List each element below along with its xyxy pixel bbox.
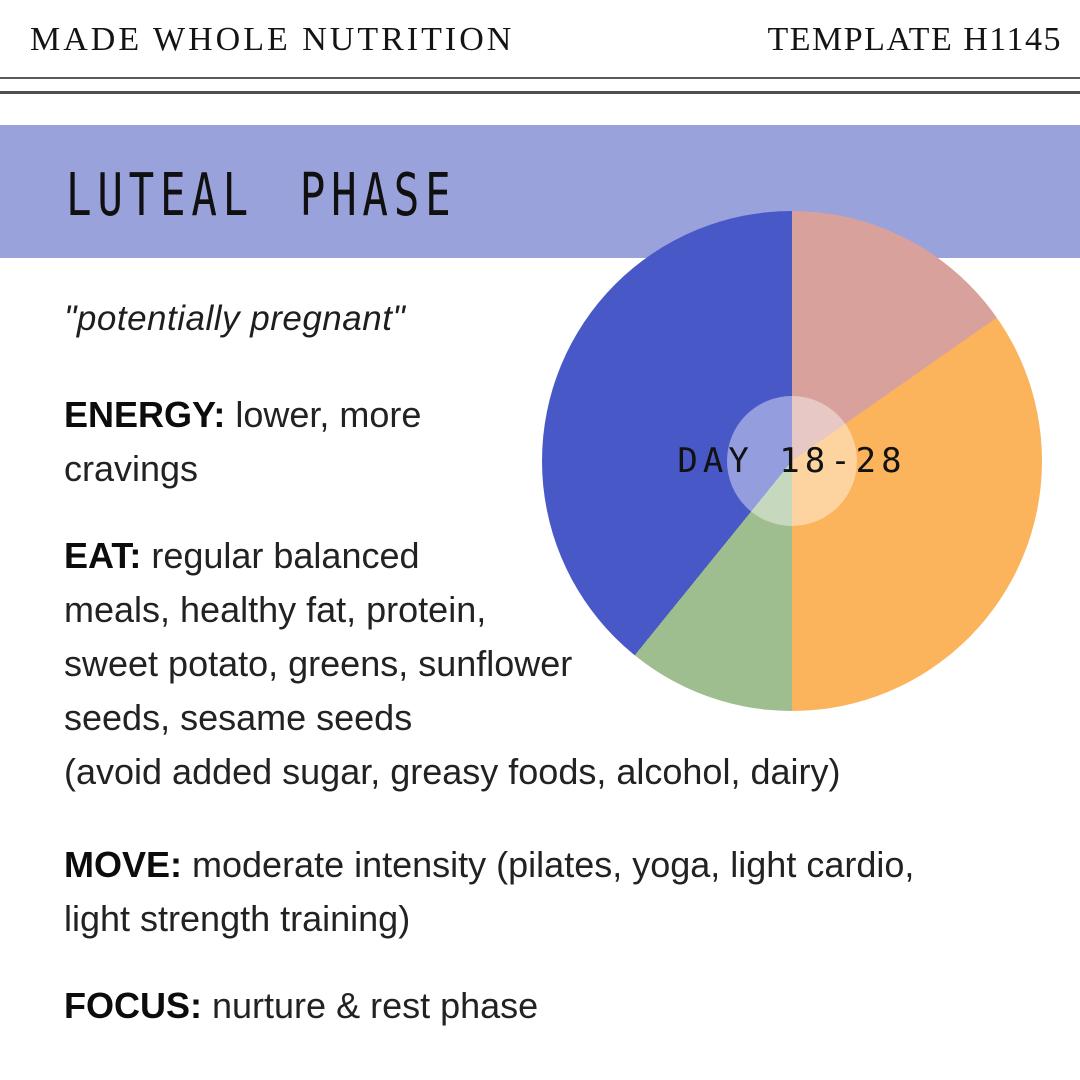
focus-line-1: FOCUS: nurture & rest phase (64, 979, 538, 1033)
quote-text: "potentially pregnant" (64, 299, 406, 338)
energy-text-2: cravings (64, 448, 199, 489)
eat-text-4: seeds, sesame seeds (64, 697, 413, 738)
template-code: TEMPLATE H1145 (767, 21, 1062, 58)
move-text-1: moderate intensity (pilates, yoga, light… (192, 844, 915, 885)
eat-text-5: (avoid added sugar, greasy foods, alcoho… (64, 751, 841, 792)
section-energy: ENERGY: lower, more cravings (64, 388, 421, 496)
eat-text-3: sweet potato, greens, sunflower (64, 643, 573, 684)
page-title: LUTEAL PHASE (66, 160, 457, 229)
divider-line-top (0, 77, 1080, 79)
energy-text-1: lower, more (235, 394, 422, 435)
pie-center-overlay (727, 396, 857, 526)
section-move: MOVE: moderate intensity (pilates, yoga, … (64, 838, 914, 946)
eat-text-1: regular balanced (151, 535, 420, 576)
day-range-label: DAY 18-28 (677, 441, 907, 481)
move-label: MOVE: (64, 844, 183, 885)
move-line-1: MOVE: moderate intensity (pilates, yoga, … (64, 838, 914, 892)
focus-text-1: nurture & rest phase (212, 985, 539, 1026)
section-eat: EAT: regular balanced meals, healthy fat,… (64, 529, 840, 799)
pie-chart: DAY 18-28 (542, 211, 1042, 711)
focus-label: FOCUS: (64, 985, 202, 1026)
energy-line-1: ENERGY: lower, more (64, 388, 421, 442)
eat-text-2: meals, healthy fat, protein, (64, 589, 487, 630)
energy-label: ENERGY: (64, 394, 226, 435)
divider-line-bottom (0, 91, 1080, 94)
section-focus: FOCUS: nurture & rest phase (64, 979, 538, 1033)
eat-line-1: EAT: regular balanced (64, 529, 840, 583)
eat-label: EAT: (64, 535, 142, 576)
move-text-2: light strength training) (64, 898, 411, 939)
brand-name: MADE WHOLE NUTRITION (30, 21, 515, 58)
